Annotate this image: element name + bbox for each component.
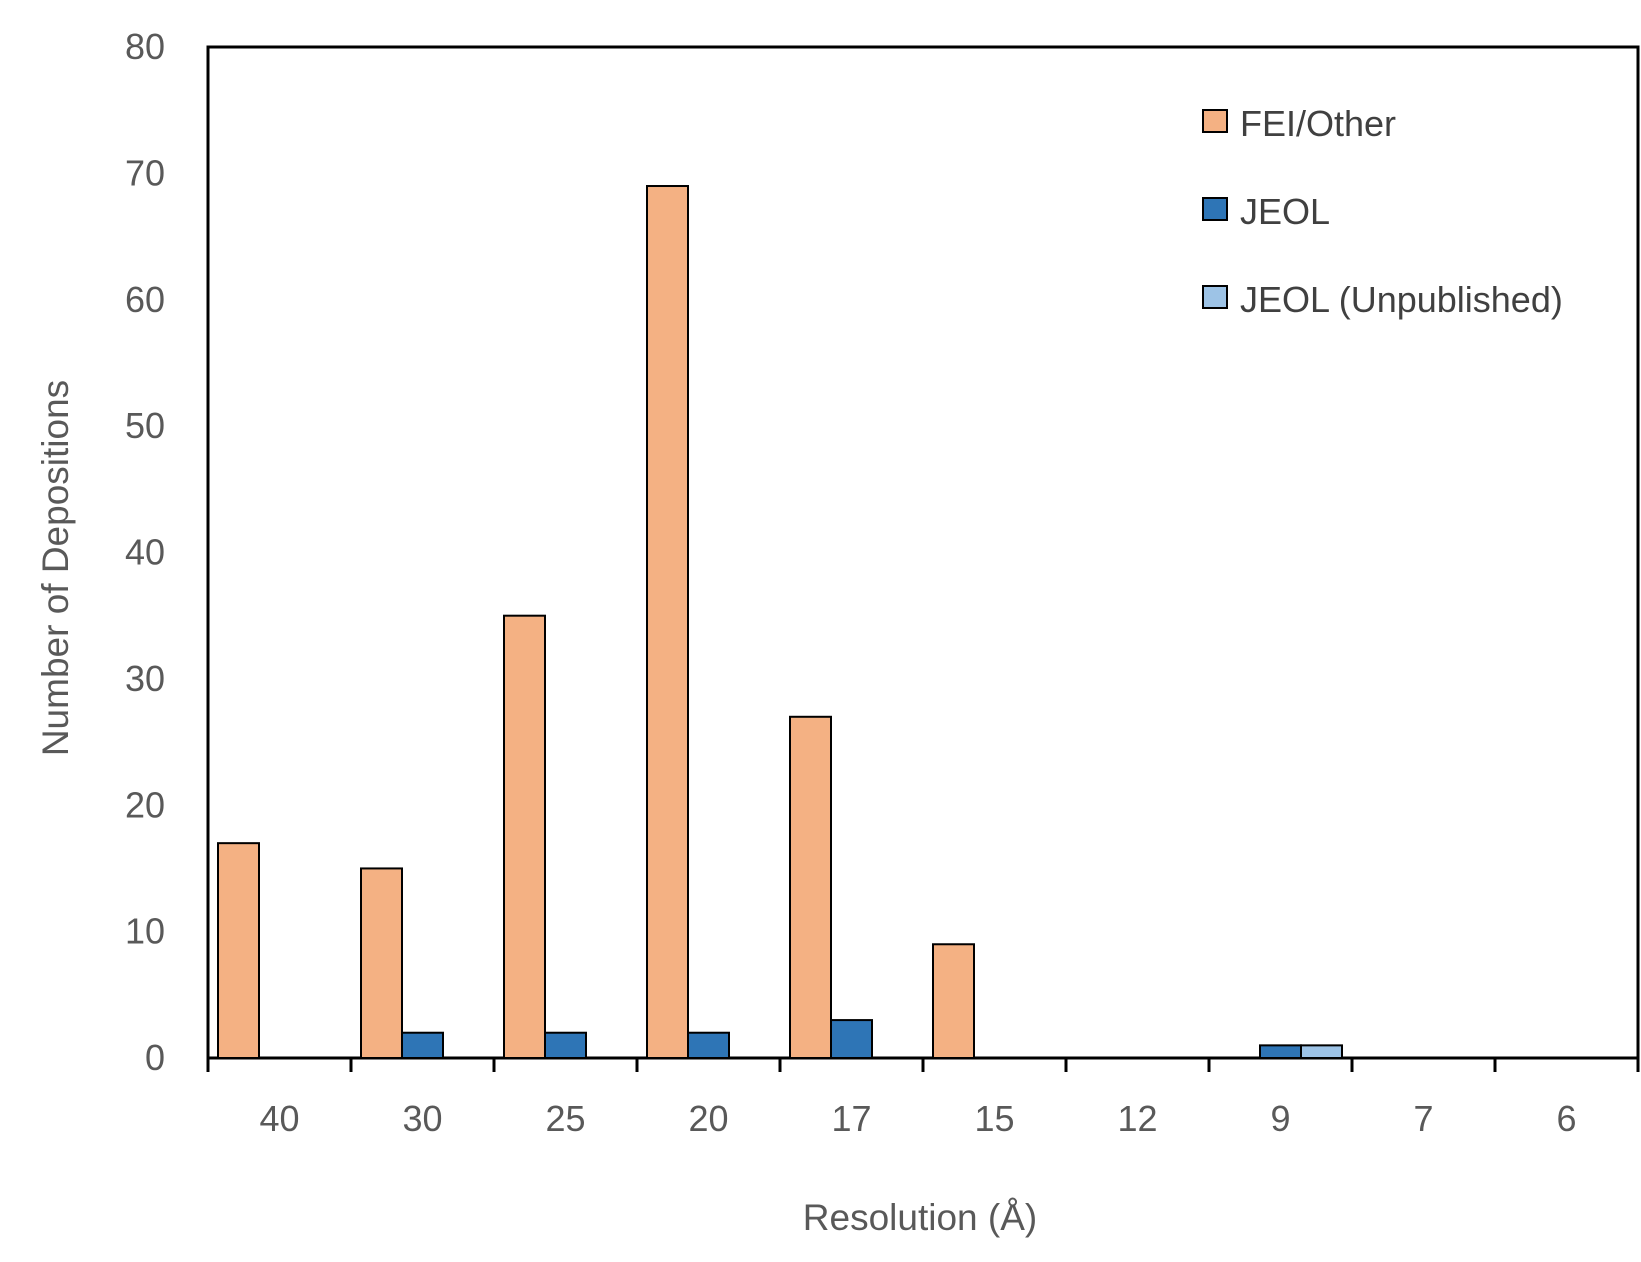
legend-swatch [1202,285,1228,309]
y-axis-title: Number of Depositions [35,380,76,756]
bar [687,1031,730,1059]
y-tick-label: 30 [125,658,165,699]
x-tick-label: 7 [1413,1098,1433,1139]
y-tick-label: 80 [125,26,165,67]
legend-swatch [1202,109,1228,133]
bar [789,715,832,1059]
x-axis: 40 30 25 20 17 15 12 9 7 6 [206,1056,1640,1139]
y-tick-label: 60 [125,279,165,320]
bar [544,1031,587,1059]
x-tick-label: 17 [831,1098,871,1139]
bar [646,185,689,1059]
x-tick-label: 20 [688,1098,728,1139]
y-tick-label: 40 [125,532,165,573]
y-tick-label: 20 [125,784,165,825]
y-axis: 0 10 20 30 40 50 60 70 80 [125,26,165,1078]
x-axis-title: Resolution (Å) [803,1197,1037,1238]
y-tick-label: 50 [125,405,165,446]
legend-label: FEI/Other [1240,103,1396,144]
bar [1300,1044,1343,1060]
x-tick-label: 30 [402,1098,442,1139]
y-tick-label: 70 [125,152,165,193]
bar [401,1031,444,1059]
bar [217,842,260,1059]
x-tick-label: 9 [1270,1098,1290,1139]
bar [503,614,546,1059]
x-tick-label: 15 [974,1098,1014,1139]
legend: FEI/Other JEOL JEOL (Unpublished) [1202,103,1563,320]
bars [217,185,1343,1060]
legend-label: JEOL (Unpublished) [1240,279,1563,320]
legend-label: JEOL [1240,191,1330,232]
x-tick-label: 6 [1556,1098,1576,1139]
bar [1259,1044,1302,1060]
bar [932,943,975,1060]
legend-swatch [1202,197,1228,221]
plot-frame [206,45,1640,1060]
y-tick-label: 0 [145,1037,165,1078]
x-tick-label: 25 [545,1098,585,1139]
x-tick-label: 12 [1117,1098,1157,1139]
x-tick-label: 40 [259,1098,299,1139]
y-tick-label: 10 [125,911,165,952]
bar [830,1019,873,1060]
bar [360,867,403,1059]
